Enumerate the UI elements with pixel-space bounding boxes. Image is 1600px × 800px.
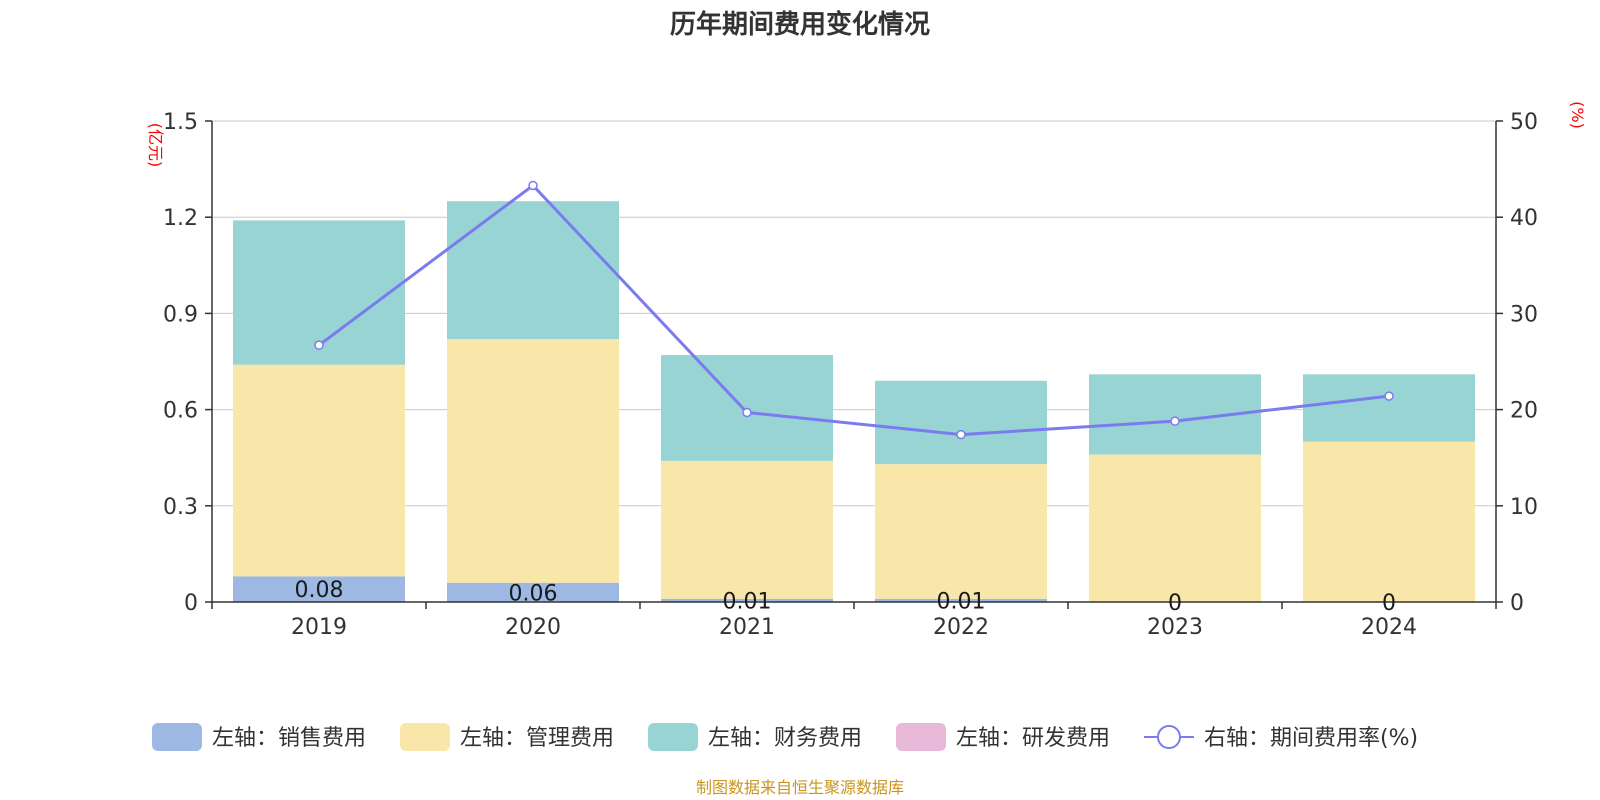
rate-point (528, 180, 538, 191)
x-tick-label: 2023 (1147, 615, 1203, 640)
legend: 左轴：销售费用 左轴：管理费用 左轴：财务费用 左轴：研发费用 右轴：期间费用率(%) (152, 723, 1418, 751)
bar-segment (1089, 454, 1261, 602)
data-source: 制图数据来自恒生聚源数据库 (696, 778, 904, 797)
right-tick-label: 10 (1510, 495, 1538, 520)
right-tick-label: 30 (1510, 302, 1538, 327)
legend-swatch (648, 723, 698, 751)
bar-segment (447, 339, 619, 583)
left-tick-label: 0 (184, 591, 198, 616)
bar-segment (875, 464, 1047, 599)
bar-segment (661, 460, 833, 599)
bar-data-label: 0 (1168, 591, 1182, 616)
axes: 0 0 0.3 10 0.6 20 0.9 30 1.2 40 1.5 50 2019 2020 2021 2… (163, 110, 1538, 640)
bar-data-label: 0.08 (295, 578, 344, 603)
rate-point (742, 407, 752, 418)
rate-line-path (318, 183, 1390, 437)
bar-segment (447, 582, 619, 602)
right-tick-label: 20 (1510, 399, 1538, 424)
left-tick-label: 0.9 (163, 302, 198, 327)
left-tick-label: 1.2 (163, 206, 198, 231)
legend-swatch (400, 723, 450, 751)
x-tick-label: 2020 (505, 615, 561, 640)
bar-data-label: 0.06 (509, 581, 558, 606)
right-tick-label: 50 (1510, 110, 1538, 135)
bars (233, 201, 1475, 602)
x-tick-label: 2019 (291, 615, 347, 640)
legend-label: 左轴：财务费用 (708, 726, 862, 751)
right-axis-unit: (%) (1568, 101, 1587, 129)
legend-label: 右轴：期间费用率(%) (1204, 726, 1418, 751)
left-tick-label: 0.6 (163, 399, 198, 424)
bar-segment (233, 576, 405, 602)
rate-point (314, 340, 324, 350)
rate-line (314, 180, 1394, 440)
legend-swatch (152, 723, 202, 751)
legend-label: 左轴：研发费用 (956, 726, 1110, 751)
right-tick-label: 0 (1510, 591, 1524, 616)
bar-segment (1303, 441, 1475, 602)
bar-segment (233, 364, 405, 577)
left-axis-unit: (亿元) (146, 123, 165, 168)
x-tick-label: 2024 (1361, 615, 1417, 640)
bar-segment (875, 380, 1047, 465)
left-tick-label: 0.3 (163, 495, 198, 520)
left-tick-label: 1.5 (163, 110, 198, 135)
legend-label: 左轴：销售费用 (212, 726, 366, 751)
x-tick-label: 2021 (719, 615, 775, 640)
right-tick-label: 40 (1510, 206, 1538, 231)
rate-point (1170, 416, 1180, 426)
x-tick-label: 2022 (933, 615, 989, 640)
bar-segment (875, 598, 1047, 602)
rate-point (1384, 391, 1394, 401)
chart-title: 历年期间费用变化情况 (670, 9, 930, 40)
bar-segment (447, 201, 619, 340)
legend-marker (1157, 725, 1181, 749)
legend-label: 左轴：管理费用 (460, 726, 614, 751)
bar-segment (661, 598, 833, 602)
data-labels: 0.08 0.06 0.01 0.01 0 0 (295, 578, 1396, 616)
legend-swatch (896, 723, 946, 751)
bar-data-label: 0.01 (937, 589, 986, 614)
bar-data-label: 0 (1382, 591, 1396, 616)
bar-segment (1303, 374, 1475, 442)
bar-data-label: 0.01 (723, 589, 772, 614)
grid (212, 120, 1496, 507)
rate-point (956, 429, 966, 440)
